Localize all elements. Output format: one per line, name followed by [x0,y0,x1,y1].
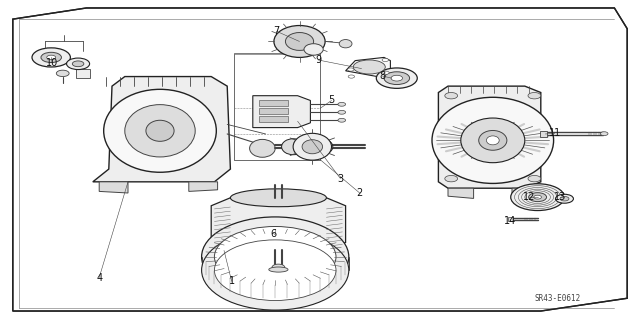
Ellipse shape [202,217,349,297]
Ellipse shape [230,241,326,259]
Ellipse shape [146,120,174,141]
Text: 13: 13 [554,192,566,202]
Ellipse shape [214,226,336,287]
Circle shape [600,132,608,136]
Ellipse shape [285,33,314,50]
Ellipse shape [293,133,332,160]
Text: 12: 12 [523,192,536,202]
Polygon shape [346,57,390,77]
Bar [76,69,90,78]
Text: 6: 6 [270,228,276,239]
Text: 14: 14 [504,216,516,226]
Circle shape [32,48,70,67]
Bar [508,217,513,221]
Ellipse shape [302,140,323,154]
Circle shape [376,68,417,88]
Ellipse shape [479,130,507,150]
Circle shape [338,110,346,114]
Ellipse shape [250,139,275,157]
Text: 1: 1 [228,276,235,286]
Circle shape [382,58,388,62]
Ellipse shape [310,139,333,155]
Ellipse shape [282,139,305,155]
Circle shape [348,75,355,78]
Polygon shape [93,77,230,182]
Circle shape [445,93,458,99]
Circle shape [56,70,69,77]
Polygon shape [512,188,538,196]
Bar [259,116,288,122]
Circle shape [391,75,403,81]
Text: 10: 10 [46,58,59,68]
Polygon shape [253,96,310,128]
Text: 2: 2 [356,188,363,198]
Circle shape [511,184,564,211]
Text: 9: 9 [315,55,321,65]
Circle shape [534,195,541,199]
Ellipse shape [461,118,525,163]
Circle shape [529,193,547,202]
Ellipse shape [432,97,554,183]
Ellipse shape [269,267,288,272]
Text: 11: 11 [548,128,561,138]
Circle shape [67,58,90,70]
Ellipse shape [274,26,325,57]
Text: 3: 3 [337,174,344,184]
Circle shape [348,68,354,71]
Circle shape [272,264,285,271]
Circle shape [383,71,389,74]
Circle shape [560,197,569,201]
Circle shape [445,175,458,182]
Circle shape [47,55,56,60]
Circle shape [338,102,346,106]
Ellipse shape [125,105,195,157]
Text: 8: 8 [379,71,385,81]
Text: SR43-E0612: SR43-E0612 [534,294,580,303]
Ellipse shape [104,89,216,172]
Text: 5: 5 [328,95,335,106]
Text: 7: 7 [273,26,280,36]
Ellipse shape [230,189,326,207]
Bar [234,53,320,160]
Bar [259,100,288,106]
Ellipse shape [339,40,352,48]
Text: 4: 4 [96,272,102,283]
Bar [234,54,320,160]
Circle shape [528,93,541,99]
Polygon shape [189,182,218,191]
Ellipse shape [214,240,336,300]
Bar [540,131,547,137]
Circle shape [528,175,541,182]
Circle shape [556,194,573,203]
Ellipse shape [486,136,499,145]
Ellipse shape [304,44,323,55]
Circle shape [384,72,410,85]
Ellipse shape [353,60,385,74]
Bar [259,108,288,114]
Polygon shape [448,188,474,198]
Circle shape [72,61,84,67]
Ellipse shape [202,230,349,310]
Polygon shape [211,198,346,250]
Polygon shape [438,86,541,188]
Polygon shape [99,182,128,193]
Polygon shape [13,8,627,311]
Circle shape [338,118,346,122]
Circle shape [41,52,61,63]
